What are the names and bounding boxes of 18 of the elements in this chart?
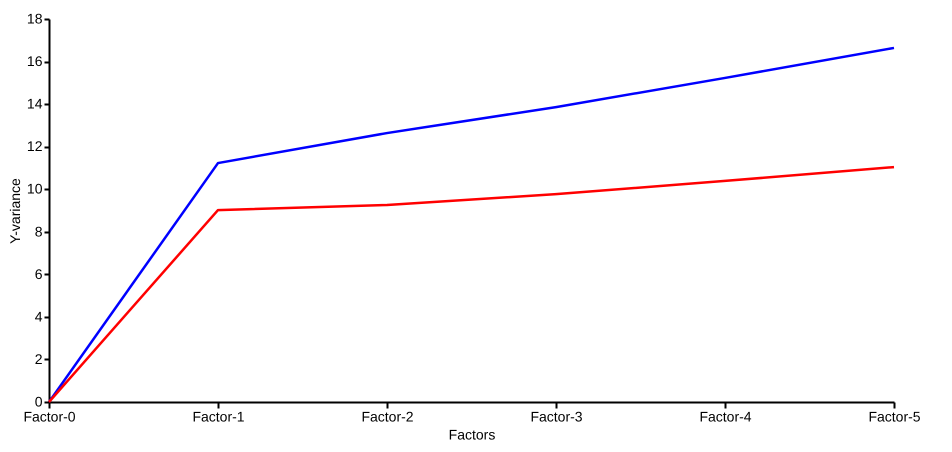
y-tick-label: 12 [26, 138, 43, 154]
y-axis-title: Y-variance [6, 178, 23, 244]
y-tick-label: 8 [34, 223, 43, 240]
x-tick-label: Factor-0 [23, 408, 76, 424]
y-tick-label: 0 [34, 394, 43, 410]
x-tick-label: Factor-4 [699, 408, 752, 424]
y-tick-label: 14 [26, 96, 43, 112]
y-tick-label: 10 [26, 180, 43, 197]
y-tick-label: 4 [34, 308, 43, 324]
x-tick-label: Factor-3 [530, 408, 583, 424]
y-tick-label: 16 [26, 53, 43, 70]
x-tick-label: Factor-2 [361, 408, 414, 424]
x-tick-label: Factor-1 [192, 408, 245, 424]
y-tick-label: 18 [26, 10, 43, 26]
x-axis-title: Factors [448, 426, 496, 442]
y-tick-label: 6 [34, 266, 43, 282]
y-tick-label: 2 [34, 350, 43, 367]
x-tick-label: Factor-5 [868, 408, 921, 424]
